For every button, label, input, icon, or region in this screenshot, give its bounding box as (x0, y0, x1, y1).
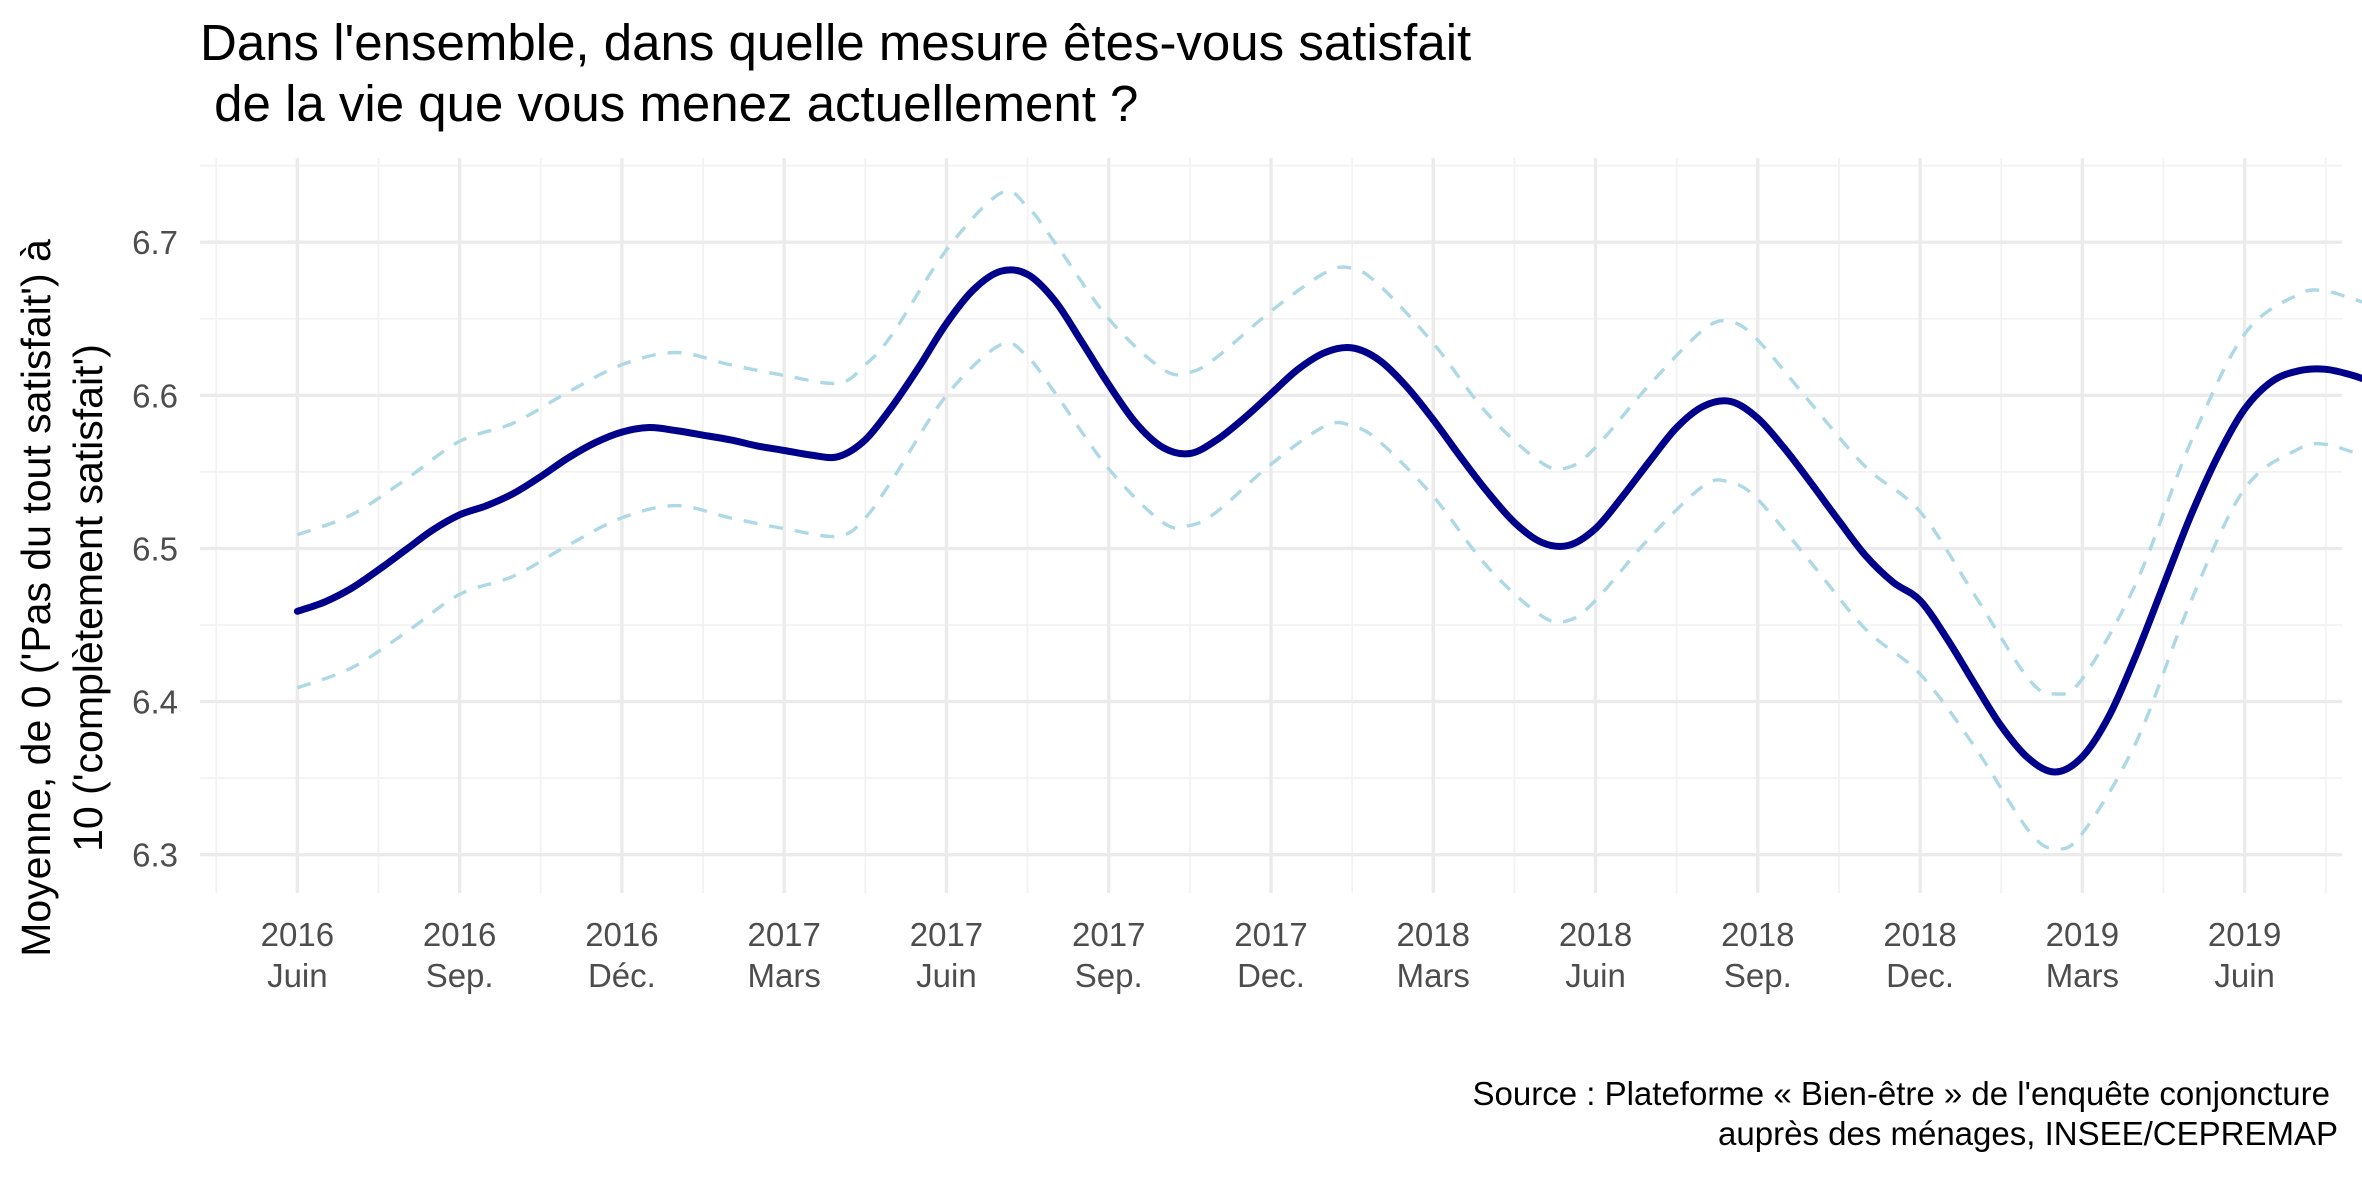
x-axis-ticks: 2016 Juin 2016 Sep. 2016 Déc. 2017 Mars 2017 Juin… (261, 916, 2282, 994)
x-tick-label-year: 2016 (261, 916, 334, 953)
x-tick-label-month: Déc. (588, 957, 656, 994)
x-tick-label: 2017 Dec. (1234, 916, 1307, 994)
x-tick-label-month: Dec. (1237, 957, 1305, 994)
chart-title-line-2: de la vie que vous menez actuellement ? (200, 75, 1138, 132)
x-tick-label: 2016 Sep. (423, 916, 496, 994)
series-lower-line (296, 341, 2362, 851)
x-tick-label-month: Juin (1565, 957, 1626, 994)
plot-grid (200, 158, 2342, 893)
data-lines (293, 189, 2362, 851)
x-tick-label: 2016 Juin (261, 916, 334, 994)
x-tick-label-month: Juin (2214, 957, 2275, 994)
y-tick-label: 6.6 (132, 377, 178, 414)
x-tick-label-month: Juin (916, 957, 977, 994)
x-tick-label-month: Sep. (1724, 957, 1792, 994)
x-tick-label: 2018 Dec. (1883, 916, 1956, 994)
x-tick-label: 2018 Mars (1397, 916, 1470, 994)
x-tick-label-year: 2018 (1883, 916, 1956, 953)
x-tick-label-year: 2016 (585, 916, 658, 953)
x-tick-label-year: 2017 (747, 916, 820, 953)
y-axis-label: Moyenne, de 0 ('Pas du tout satisfait') … (13, 239, 111, 957)
x-tick-label: 2017 Mars (747, 916, 820, 994)
x-tick-label: 2018 Juin (1559, 916, 1632, 994)
x-tick-label: 2017 Sep. (1072, 916, 1145, 994)
x-tick-label-year: 2016 (423, 916, 496, 953)
x-tick-label: 2019 Mars (2046, 916, 2119, 994)
x-tick-label: 2017 Juin (910, 916, 983, 994)
series-upper-line (296, 189, 2362, 696)
x-tick-label-month: Mars (1397, 957, 1470, 994)
y-axis-label-line-2: 10 ('complètement satisfait') (65, 344, 111, 852)
chart-title-line-1: Dans l'ensemble, dans quelle mesure êtes… (200, 14, 1471, 71)
y-axis-label-line-1: Moyenne, de 0 ('Pas du tout satisfait') … (13, 239, 59, 957)
x-tick-label-month: Sep. (1075, 957, 1143, 994)
y-tick-label: 6.4 (132, 684, 178, 721)
x-tick-label-month: Juin (267, 957, 328, 994)
x-tick-label-year: 2018 (1559, 916, 1632, 953)
x-tick-label-year: 2019 (2046, 916, 2119, 953)
x-tick-label-month: Mars (748, 957, 821, 994)
x-tick-label-month: Dec. (1886, 957, 1954, 994)
y-tick-label: 6.5 (132, 530, 178, 567)
x-tick-label-month: Mars (2046, 957, 2119, 994)
x-tick-label-year: 2018 (1397, 916, 1470, 953)
x-tick-label-month: Sep. (426, 957, 494, 994)
caption-line-1: Source : Plateforme « Bien-être » de l'e… (1473, 1075, 2330, 1112)
x-tick-label-year: 2017 (1234, 916, 1307, 953)
x-tick-label: 2018 Sep. (1721, 916, 1794, 994)
x-tick-label-year: 2019 (2208, 916, 2281, 953)
y-axis-ticks: 6.3 6.4 6.5 6.6 6.7 (132, 224, 178, 874)
series-mean-line (293, 266, 2362, 776)
y-tick-label: 6.3 (132, 837, 178, 874)
x-tick-label-year: 2017 (1072, 916, 1145, 953)
x-tick-label-year: 2017 (910, 916, 983, 953)
x-tick-label-year: 2018 (1721, 916, 1794, 953)
y-tick-label: 6.7 (132, 224, 178, 261)
caption-line-2: auprès des ménages, INSEE/CEPREMAP (1718, 1115, 2338, 1152)
x-tick-label: 2019 Juin (2208, 916, 2281, 994)
x-tick-label: 2016 Déc. (585, 916, 658, 994)
